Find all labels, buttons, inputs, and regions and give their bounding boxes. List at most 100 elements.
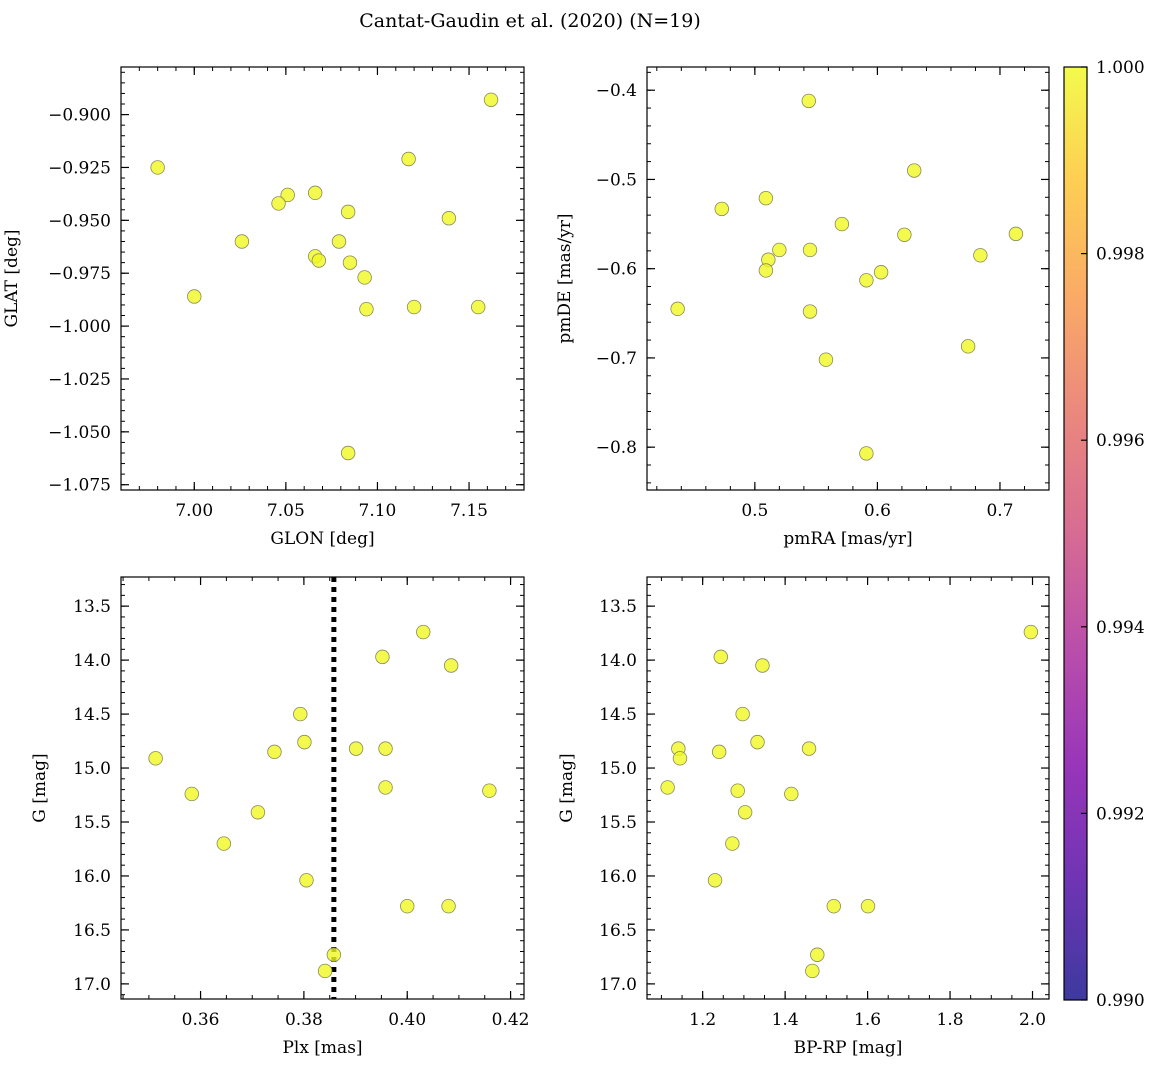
data-point: [375, 649, 390, 665]
y-tick-label: −1.025: [48, 370, 111, 390]
data-point: [293, 706, 308, 722]
data-point: [216, 836, 232, 851]
data-point: [805, 963, 820, 979]
data-point: [873, 265, 889, 280]
y-tick-label: −0.925: [48, 158, 111, 178]
minor-ticks: [121, 577, 524, 999]
panel-pmra-pmde: 0.5 0.6 0.7 −0.4 −0.5 −0.6 −0.7 −0.8 pmRA [mas/y…: [555, 66, 1050, 549]
minor-ticks: [647, 577, 1049, 999]
colorbar-tick-label: 0.990: [1096, 991, 1145, 1011]
data-point: [311, 253, 327, 268]
panel-bprp-g: 1.2 1.4 1.6 1.8 2.0 13.5 14.0 14.5 15.0 15.5 16.0 1…: [557, 576, 1050, 1058]
x-axis-label: Plx [mas]: [282, 1038, 362, 1058]
x-tick-label: 0.38: [285, 1010, 323, 1030]
y-tick-label: 15.0: [73, 759, 111, 779]
data-point: [271, 196, 286, 211]
y-tick-label: 16.0: [599, 867, 637, 887]
x-tick-label: 0.6: [864, 501, 891, 521]
data-point: [378, 780, 393, 795]
data-point: [859, 273, 874, 288]
data-point: [801, 741, 817, 756]
y-tick-label: 15.5: [73, 813, 111, 833]
axes-frame: [646, 66, 1050, 491]
figure-title: Cantat-Gaudin et al. (2020) (N=19): [359, 10, 701, 32]
data-point: [834, 216, 850, 232]
minor-ticks: [647, 67, 1049, 490]
scatter-points: [148, 624, 497, 979]
axes-frame: [646, 576, 1050, 1000]
y-tick-label: 14.5: [599, 705, 637, 725]
data-point: [670, 301, 685, 317]
data-point: [483, 92, 499, 107]
data-point: [331, 234, 347, 249]
data-point: [297, 734, 312, 750]
y-tick-label: −0.4: [596, 81, 637, 101]
y-tick-label: 14.0: [599, 651, 637, 671]
data-point: [758, 190, 774, 206]
major-ticks: [647, 577, 1049, 999]
y-tick-label: −0.950: [48, 211, 111, 231]
y-tick-label: −0.900: [48, 106, 111, 126]
y-tick-label: 16.0: [73, 867, 111, 887]
data-point: [317, 963, 333, 979]
data-point: [443, 658, 459, 673]
colorbar: 0.990 0.992 0.994 0.996 0.998 1.000: [1063, 58, 1145, 1011]
data-point: [713, 649, 729, 665]
data-point: [772, 242, 787, 258]
data-point: [378, 741, 393, 756]
data-point: [672, 751, 688, 766]
data-point: [340, 204, 356, 220]
data-point: [735, 706, 750, 722]
data-point: [184, 786, 199, 802]
data-point: [960, 339, 976, 354]
data-point: [730, 783, 745, 798]
colorbar-tick-label: 1.000: [1096, 58, 1145, 78]
data-point: [802, 304, 818, 319]
data-point: [802, 242, 818, 258]
y-tick-label: 15.5: [599, 813, 637, 833]
data-point: [348, 741, 364, 756]
y-tick-label: −0.975: [48, 264, 111, 284]
x-tick-label: 7.00: [175, 501, 213, 521]
x-tick-label: 1.4: [772, 1010, 799, 1030]
minor-ticks: [121, 67, 524, 490]
data-point: [711, 744, 727, 760]
panels: 7.00 7.05 7.10 7.15 −0.900 −0.925 −0.950 −0.975…: [2, 66, 1050, 1058]
x-tick-label: 1.2: [689, 1010, 716, 1030]
y-tick-label: 17.0: [599, 975, 637, 995]
major-ticks: [121, 577, 524, 999]
data-point: [441, 211, 457, 226]
y-axis-label: G [mag]: [30, 753, 50, 822]
x-tick-label: 0.40: [388, 1010, 426, 1030]
data-point: [897, 227, 912, 242]
data-point: [280, 187, 295, 203]
data-point: [250, 805, 266, 820]
data-point: [906, 163, 922, 178]
data-point: [416, 624, 431, 640]
scatter-points: [670, 93, 1024, 461]
x-tick-label: 7.05: [267, 501, 305, 521]
y-tick-label: 15.0: [599, 759, 637, 779]
x-tick-label: 1.6: [854, 1010, 881, 1030]
data-point: [826, 898, 841, 914]
scatter-points: [660, 624, 1039, 979]
y-tick-label: 14.0: [73, 651, 111, 671]
data-point: [758, 263, 774, 278]
data-point: [326, 947, 342, 962]
x-tick-label: 0.42: [492, 1010, 530, 1030]
data-point: [406, 299, 422, 315]
data-point: [973, 248, 988, 263]
data-point: [482, 783, 497, 798]
y-tick-label: 14.5: [73, 705, 111, 725]
y-tick-label: 17.0: [73, 975, 111, 995]
axes-frame: [120, 576, 525, 1000]
data-point: [234, 234, 250, 249]
data-point: [148, 751, 163, 766]
x-tick-label: 0.5: [741, 501, 768, 521]
data-point: [307, 185, 323, 201]
data-point: [801, 93, 816, 109]
y-tick-label: −0.5: [596, 170, 637, 190]
colorbar-tick-label: 0.996: [1096, 431, 1145, 451]
colorbar-ticks: 0.990 0.992 0.994 0.996 0.998 1.000: [1081, 58, 1145, 1011]
